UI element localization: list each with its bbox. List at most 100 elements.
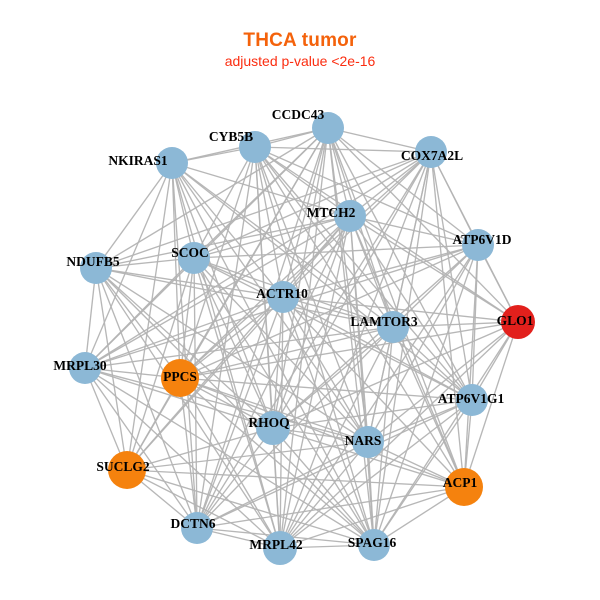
graph-node-label-mtch2: MTCH2 (307, 205, 356, 220)
graph-edge (95, 215, 351, 269)
graph-edge (196, 427, 274, 529)
graph-node-cox7a2l[interactable] (415, 136, 447, 168)
graph-node-ndufb5[interactable] (80, 252, 112, 284)
nodes-layer (69, 112, 535, 565)
page-subtitle: adjusted p-value <2e-16 (224, 53, 376, 69)
graph-edge (84, 151, 432, 369)
graph-edge (196, 151, 432, 529)
graph-edge (193, 257, 473, 401)
graph-node-nkiras1[interactable] (156, 147, 188, 179)
graph-edge (179, 151, 432, 379)
graph-edge (84, 367, 281, 549)
graph-edge (373, 321, 519, 546)
graph-node-actr10[interactable] (267, 281, 299, 313)
graph-node-ccdc43[interactable] (312, 112, 344, 144)
graph-edge (84, 326, 394, 369)
labels-layer: CCDC43 CYB5B NKIRAS1 COX7A2L MTCH2 ATP6V1D NDU… (53, 107, 533, 552)
graph-node-spag16[interactable] (358, 529, 390, 561)
graph-edge (171, 162, 195, 259)
graph-edge (196, 326, 394, 529)
graph-edge (196, 146, 256, 529)
graph-node-suclg2[interactable] (108, 451, 146, 489)
graph-node-mrpl42[interactable] (263, 531, 297, 565)
graph-edge (84, 267, 97, 369)
edges-layer (84, 127, 519, 549)
graph-edge (367, 399, 473, 443)
graph-edge (179, 296, 284, 379)
graph-edge (254, 146, 465, 488)
graph-edge (272, 427, 375, 546)
graph-edge (193, 257, 369, 443)
graph-node-nars[interactable] (352, 426, 384, 458)
graph-node-label-actr10: ACTR10 (256, 286, 308, 301)
graph-edge (282, 296, 473, 401)
graph-node-cyb5b[interactable] (239, 131, 271, 163)
graph-edge (171, 162, 473, 401)
graph-edge (193, 257, 375, 546)
graph-edge (179, 326, 394, 379)
graph-edge (179, 257, 195, 379)
graph-node-mrpl30[interactable] (69, 352, 101, 384)
graph-edge (196, 441, 369, 529)
graph-node-dctn6[interactable] (181, 512, 213, 544)
graph-node-glo1[interactable] (501, 305, 535, 339)
graph-edge (254, 146, 479, 246)
graph-edge (84, 367, 375, 546)
graph-edge (327, 127, 473, 401)
graph-edge (126, 215, 351, 471)
graph-edge (95, 267, 375, 546)
graph-node-label-glo1: GLO1 (497, 313, 534, 328)
graph-node-ppcs[interactable] (161, 359, 199, 397)
graph-edge (196, 296, 284, 529)
graph-edge (126, 257, 195, 471)
graph-edge (179, 377, 281, 549)
graph-edge (349, 151, 432, 217)
graph-node-label-ccdc43: CCDC43 (272, 107, 325, 122)
graph-node-label-atp6v1d: ATP6V1D (453, 232, 512, 247)
graph-edge (126, 469, 375, 546)
graph-edge (272, 326, 394, 429)
graph-edge (254, 146, 284, 298)
graph-node-label-mrpl42: MRPL42 (249, 537, 302, 552)
graph-node-label-lamtor3: LAMTOR3 (350, 314, 418, 329)
graph-edge (279, 441, 369, 549)
graph-edge (327, 127, 519, 323)
graph-node-mtch2[interactable] (334, 200, 366, 232)
graph-edge (254, 146, 351, 217)
graph-edge (272, 296, 284, 429)
graph-node-label-scoc: SCOC (171, 245, 209, 260)
graph-edge (392, 244, 479, 328)
graph-node-rhoq[interactable] (256, 411, 290, 445)
graph-edge (279, 399, 473, 549)
graph-edge (430, 151, 473, 401)
graph-edge (282, 244, 479, 298)
graph-node-lamtor3[interactable] (377, 311, 409, 343)
graph-node-label-ppcs: PPCS (163, 369, 197, 384)
graph-node-label-suclg2: SUCLG2 (96, 459, 150, 474)
graph-edge (349, 215, 479, 246)
graph-node-label-rhoq: RHOQ (248, 415, 289, 430)
graph-edge (179, 377, 473, 401)
graph-edge (279, 215, 351, 549)
graph-node-scoc[interactable] (178, 242, 210, 274)
graph-edge (179, 377, 465, 488)
graph-edge (84, 367, 369, 443)
graph-node-label-cyb5b: CYB5B (209, 129, 253, 144)
graph-edge (126, 469, 281, 549)
graph-edge (84, 367, 198, 529)
graph-node-label-spag16: SPAG16 (348, 535, 397, 550)
graph-edge (349, 215, 465, 488)
graph-edge (84, 257, 195, 369)
graph-node-atp6v1d[interactable] (462, 229, 494, 261)
graph-edge (272, 244, 479, 429)
graph-edge (95, 151, 432, 269)
graph-edge (193, 244, 479, 259)
graph-edge (95, 267, 394, 328)
graph-node-atp6v1g1[interactable] (456, 384, 488, 416)
graph-edge (327, 127, 432, 153)
graph-edge (196, 215, 351, 529)
graph-edge (95, 127, 329, 269)
graph-edge (193, 257, 274, 429)
graph-node-acp1[interactable] (445, 468, 483, 506)
